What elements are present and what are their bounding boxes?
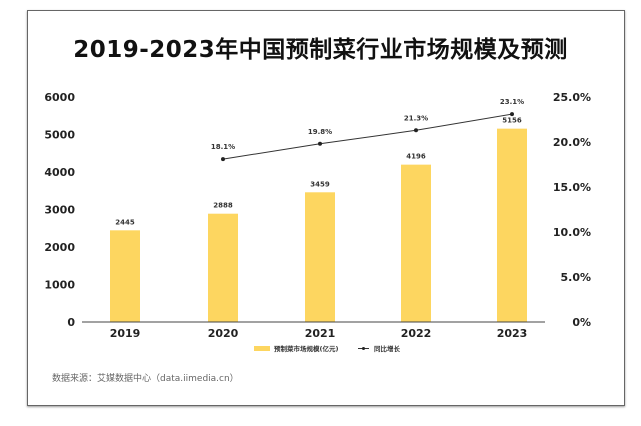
growth-line — [222, 113, 513, 160]
y-right-tick-label: 0% — [572, 316, 591, 329]
x-tick-label: 2023 — [497, 327, 528, 340]
growth-data-label: 18.1% — [211, 143, 235, 151]
y-left-tick-label: 4000 — [44, 166, 75, 179]
growth-point — [414, 128, 418, 133]
bar-data-label: 5156 — [502, 117, 522, 125]
source-note: 数据来源：艾媒数据中心（data.iimedia.cn） — [52, 374, 239, 384]
bar — [305, 192, 335, 322]
chart-frame — [27, 10, 625, 406]
chart-title: 2019-2023年中国预制菜行业市场规模及预测 — [73, 37, 568, 63]
bar — [497, 128, 527, 322]
bar-data-label: 2445 — [115, 218, 135, 226]
y-right-tick-label: 5.0% — [560, 271, 591, 284]
y-left-tick-label: 2000 — [44, 241, 75, 254]
bar-data-label: 3459 — [310, 180, 330, 188]
y-left-tick-label: 1000 — [44, 279, 75, 292]
growth-point — [221, 157, 225, 162]
growth-data-label: 23.1% — [500, 98, 524, 106]
legend-line-marker — [362, 347, 365, 350]
y-left-tick-label: 0 — [67, 316, 75, 329]
bar-data-label: 4196 — [406, 153, 426, 161]
bar — [208, 213, 238, 322]
x-tick-label: 2021 — [305, 327, 336, 340]
y-right-tick-label: 25.0% — [553, 91, 591, 104]
x-tick-label: 2020 — [208, 327, 239, 340]
bar-data-label: 2888 — [213, 202, 233, 210]
x-tick-label: 2019 — [110, 327, 141, 340]
growth-data-label: 19.8% — [308, 128, 332, 136]
growth-data-label: 21.3% — [404, 114, 428, 122]
y-right-tick-label: 15.0% — [553, 181, 591, 194]
y-right-tick-label: 20.0% — [553, 136, 591, 149]
growth-point — [318, 141, 322, 146]
y-left-tick-label: 3000 — [44, 204, 75, 217]
legend-line-label: 同比增长 — [374, 344, 401, 353]
legend-bar-swatch — [254, 346, 270, 351]
bar — [401, 164, 431, 322]
growth-point — [510, 112, 514, 117]
y-right-tick-label: 10.0% — [553, 226, 591, 239]
bar — [110, 230, 140, 322]
legend-bar-label: 预制菜市场规模(亿元) — [274, 344, 338, 353]
y-left-tick-label: 6000 — [44, 91, 75, 104]
x-tick-label: 2022 — [401, 327, 432, 340]
y-left-tick-label: 5000 — [44, 129, 75, 142]
